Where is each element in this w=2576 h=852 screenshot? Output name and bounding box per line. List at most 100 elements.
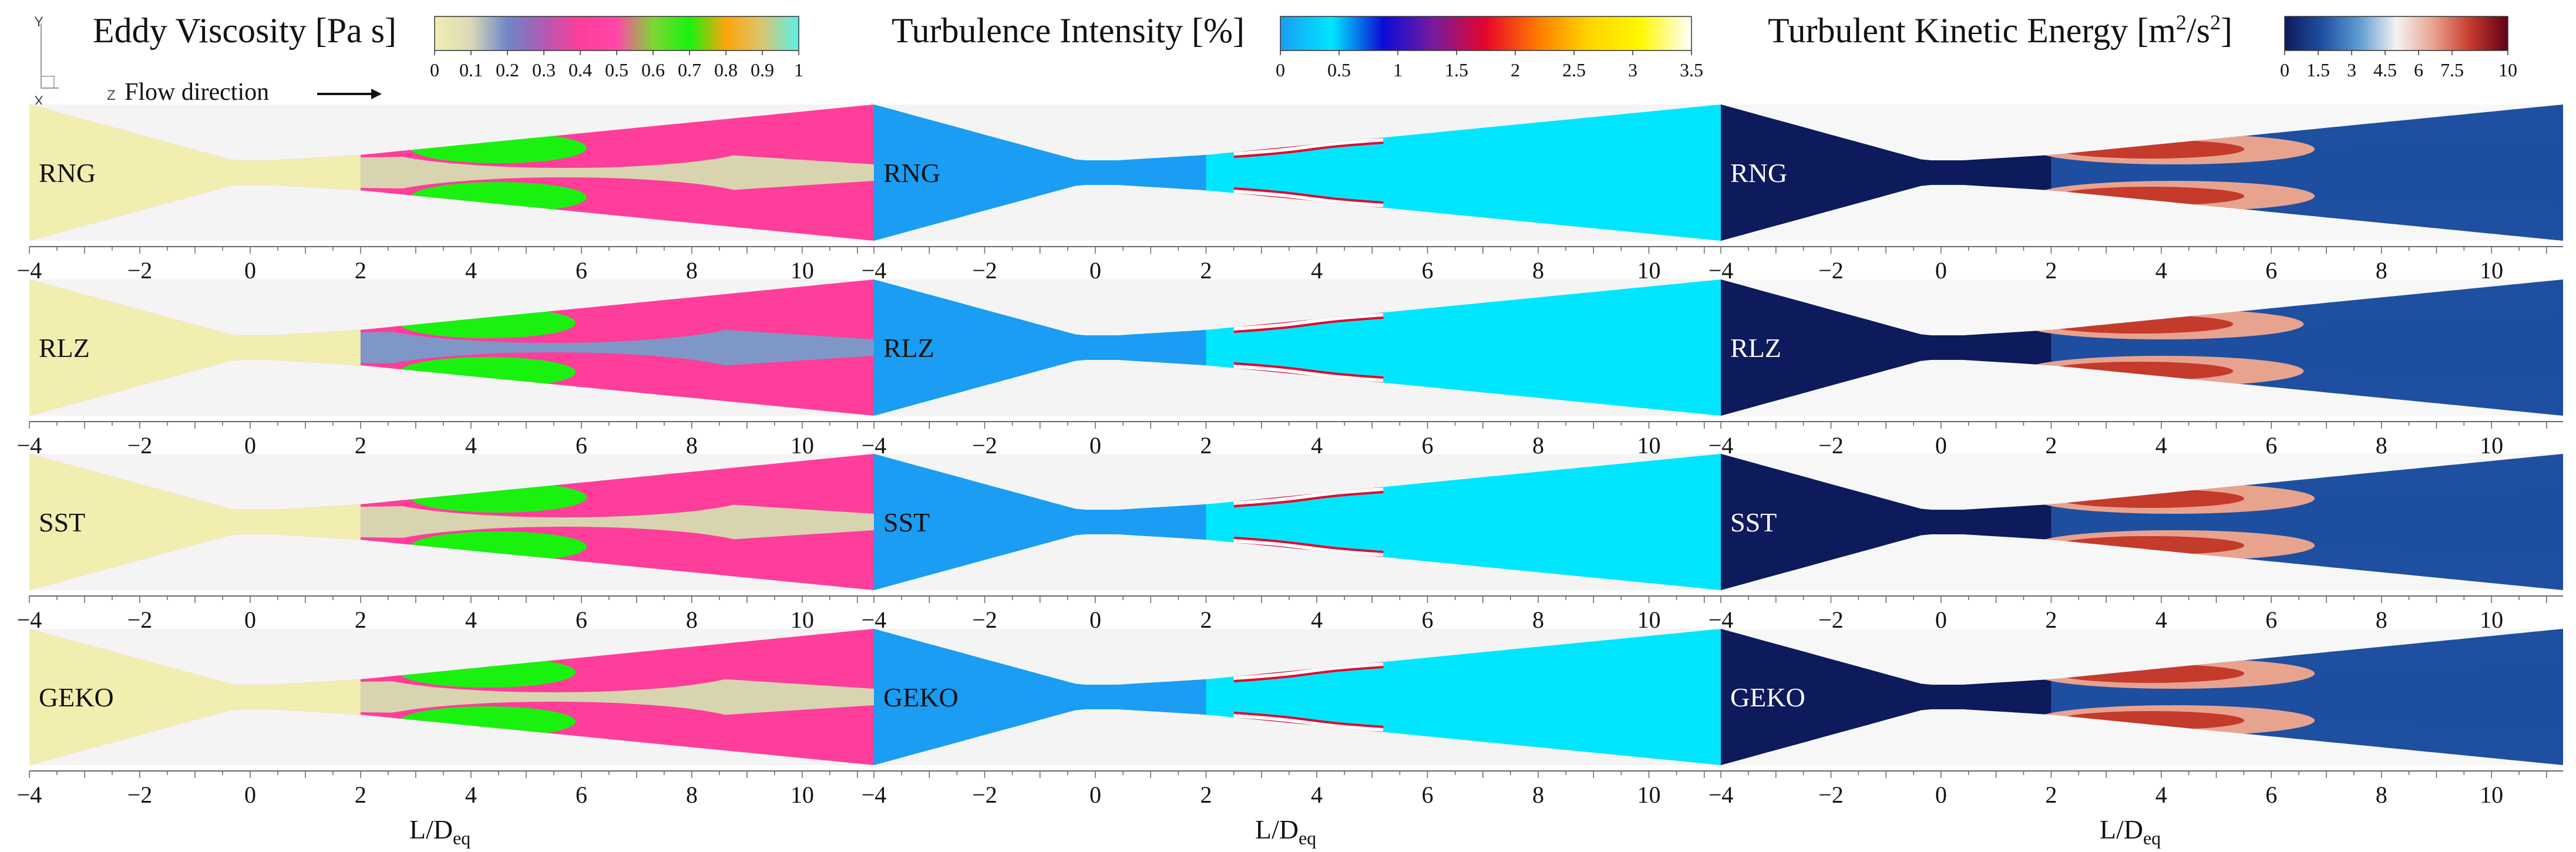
panel-turbulent-kinetic-energy-geko: GEKO −4 −2 0 2 4 6 8 10 [1709,629,2563,808]
x-axis-tick-label: −2 [127,257,153,284]
x-axis-tick-label: 0 [244,257,256,284]
shear-layer-peak [1233,539,1384,557]
x-axis-tick-label: 6 [1421,782,1433,808]
colorbar-eddy-viscosity-tick-label: 0.7 [678,59,701,80]
x-axis-tick-label: 4 [465,782,477,808]
colorbar-turbulence-intensity-tick-label: 0.5 [1327,59,1351,80]
x-axis-tick-label: 0 [1935,607,1947,633]
colorbar-turbulence-intensity-bar [1280,16,1692,51]
colorbar-turbulent-kinetic-energy-tick-label: 3 [2347,59,2356,80]
x-axis-tick-label: 6 [2265,432,2277,459]
x-axis-tick-label: 6 [2265,607,2277,633]
flow-direction-label: Flow direction [125,79,269,106]
colorbar-turbulent-kinetic-energy-tick-label: 7.5 [2440,59,2464,80]
panel-model-label: RLZ [39,333,90,363]
panel-model-label: GEKO [883,682,959,712]
shear-layer-peak [1233,313,1384,331]
x-axis-title-main: L/D [1255,814,1299,844]
colorbar-title-turbulent-kinetic-energy: Turbulent Kinetic Energy [m2/s2] [1768,11,2232,50]
x-axis-tick-label: 4 [465,607,477,633]
x-axis-tick-label: 0 [1935,782,1947,808]
x-axis-tick-label: 6 [576,782,587,808]
x-axis-tick-label: 10 [791,607,814,633]
x-axis-tick-label: −2 [127,607,153,633]
colorbar-eddy-viscosity-tick-label: 0 [430,59,439,80]
x-axis-tick-label: −2 [1818,257,1844,284]
x-axis-tick-label: −4 [17,782,42,808]
panel-turbulence-intensity-rng: RNG −4 −2 0 2 4 6 8 10 [862,105,1721,284]
colorbar-turbulent-kinetic-energy-tick-label: 4.5 [2373,59,2397,80]
colorbar-eddy-viscosity-tick-label: 0.1 [459,59,483,80]
colorbar-title-eddy-viscosity: Eddy Viscosity [Pa s] [93,11,396,50]
x-axis-tick-label: 0 [1089,432,1101,459]
x-axis-tick-label: 2 [2045,607,2057,633]
x-axis-title: L/Deq [1255,814,1316,848]
x-axis-tick-label: 2 [2045,432,2057,459]
x-axis-tick-label: 4 [1311,782,1323,808]
x-axis-tick-label: 2 [355,257,366,284]
panel-turbulence-intensity-sst: SST −4 −2 0 2 4 6 8 10 [862,454,1721,633]
colorbar-eddy-viscosity-tick-label: 0.3 [532,59,556,80]
shear-layer-peak [452,365,523,379]
shear-layer-peak [452,665,523,679]
x-axis-tick-label: 0 [1089,782,1101,808]
header-row: Eddy Viscosity [Pa s] 0 0.1 0.2 0.3 0.4 0.5 0.… [34,11,2517,109]
x-axis-tick-label: 4 [1311,257,1323,284]
panel-eddy-viscosity-sst: SST −4 −2 0 2 4 6 8 10 [17,454,874,633]
x-axis-tick-label: 10 [1637,782,1660,808]
x-axis-tick-label: 8 [686,257,698,284]
colorbar-turbulent-kinetic-energy-tick-label: 0 [2280,59,2289,80]
x-axis-tick-label: 0 [1089,257,1101,284]
x-axis-tick-label: 2 [1200,432,1212,459]
colorbar-turbulent-kinetic-energy: 0 1.5 3 4.5 6 7.5 10 [2280,16,2517,80]
x-axis-tick-label: 6 [2265,257,2277,284]
shear-layer-peak [1233,365,1384,382]
x-axis-tick-label: 0 [244,432,256,459]
x-axis-tick-label: 8 [1532,257,1544,284]
x-axis-tick-label: 8 [2376,782,2387,808]
x-axis-tick-label: 10 [2480,607,2503,633]
x-axis-tick-label: 4 [465,432,477,459]
shear-layer-peak [463,540,534,554]
colorbar-turbulence-intensity-tick-label: 0 [1276,59,1285,80]
x-axis-tick-label: −2 [1818,782,1844,808]
shear-layer-peak [463,190,534,204]
shear-layer-peak [452,715,523,729]
x-axis-tick-label: 10 [1637,257,1660,284]
panel-model-label: SST [39,507,85,537]
shear-layer-peak [1233,138,1384,156]
panel-model-label: RNG [1730,158,1787,188]
panel-model-label: RNG [39,158,96,188]
x-axis-tick-label: −4 [1709,257,1734,284]
x-axis-tick-label: 0 [1935,257,1947,284]
x-axis-tick-label: 10 [1637,607,1660,633]
colorbar-turbulence-intensity-tick-label: 2.5 [1562,59,1586,80]
colorbar-turbulent-kinetic-energy-tick-label: 1.5 [2306,59,2330,80]
colorbar-eddy-viscosity-tick-label: 0.5 [605,59,628,80]
tke-title-tail: ] [2221,11,2232,50]
panel-model-label: GEKO [1730,682,1805,712]
x-axis-tick-label: −4 [862,782,887,808]
colorbar-turbulence-intensity-tick-label: 1 [1393,59,1403,80]
panel-turbulence-intensity-rlz: RLZ−4 −2 0 2 4 6 8 10 [862,279,1721,459]
x-axis-tick-label: 8 [2376,257,2387,284]
x-axis-title-main: L/D [409,814,453,844]
x-axis-tick-label: 2 [355,432,366,459]
colorbar-turbulence-intensity-tick-label: 2 [1511,59,1520,80]
shear-layer-peak [1233,662,1384,680]
colorbar-title-turbulence-intensity: Turbulence Intensity [%] [892,11,1245,50]
x-axis-tick-label: −4 [862,607,887,633]
x-axis-tick-label: 6 [1421,432,1433,459]
colorbar-turbulent-kinetic-energy-tick-label: 6 [2414,59,2423,80]
x-axis-tick-label: −4 [17,257,42,284]
panel-turbulence-intensity-geko: GEKO −4 −2 0 2 4 6 8 10 [862,629,1721,808]
panel-model-label: SST [883,507,930,537]
x-axis-tick-label: −2 [1818,607,1844,633]
x-axis-tick-label: −4 [17,607,42,633]
x-axis-title-subscript: eq [1299,827,1316,848]
x-axis-tick-label: −2 [972,257,997,284]
x-axis-tick-label: 8 [1532,607,1544,633]
shear-layer-peak [1233,190,1384,207]
shear-layer-peak [1233,714,1384,732]
